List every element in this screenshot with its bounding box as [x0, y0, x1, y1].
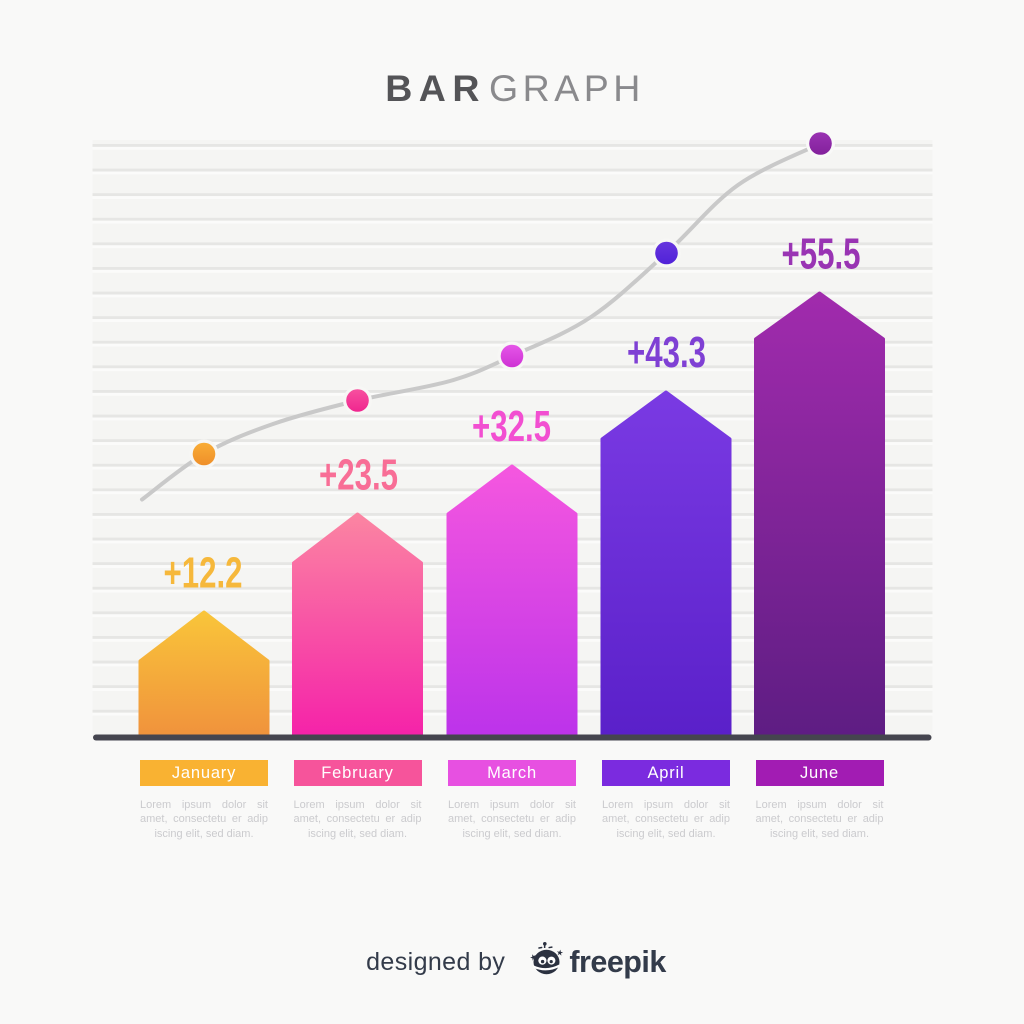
svg-text:+23.5: +23.5	[319, 451, 398, 500]
svg-text:+43.3: +43.3	[627, 328, 706, 377]
svg-text:+12.2: +12.2	[164, 549, 243, 598]
svg-text:+55.5: +55.5	[782, 230, 861, 279]
svg-text:+32.5: +32.5	[472, 402, 551, 451]
